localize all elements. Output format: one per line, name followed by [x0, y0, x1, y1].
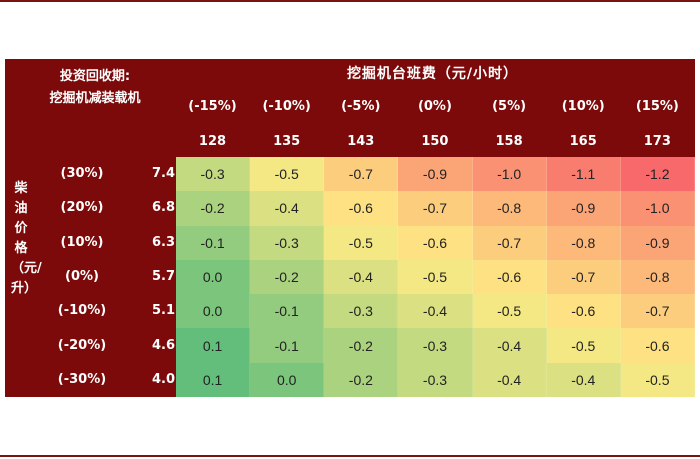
row-pct-label: (-10%) [57, 303, 107, 319]
heatmap-cell: -0.6 [620, 328, 695, 363]
heatmap-cell: 0.1 [176, 362, 251, 397]
heatmap-cell: -0.5 [324, 225, 399, 260]
row-value-label: 5.7 [151, 269, 175, 284]
heatmap-cell: -0.2 [324, 362, 399, 397]
diesel-axis-label: 柴油价格（元/升） [11, 181, 42, 296]
corner-line-2: 挖掘机减装载机 [49, 91, 141, 106]
heatmap-cell: -0.7 [546, 259, 621, 295]
sensitivity-table: 投资回收期: 挖掘机减装载机 挖掘机台班费（元/小时） (-15%) 128 (-1… [5, 59, 695, 397]
column-value-label: 135 [273, 134, 301, 149]
heatmap-cell: -0.8 [620, 259, 695, 295]
heatmap-cell: -0.7 [398, 191, 473, 226]
column-value-label: 150 [421, 134, 449, 149]
heatmap-cell: -1.2 [620, 157, 695, 192]
heatmap-cell: -0.3 [250, 225, 325, 260]
heatmap-cell: -0.1 [250, 294, 325, 329]
heatmap-cell: -0.3 [324, 294, 399, 329]
column-value-label: 143 [347, 134, 375, 149]
cost-axis-title: 挖掘机台班费（元/小时） [346, 66, 519, 82]
heatmap-cell: -0.4 [324, 259, 399, 295]
heatmap-cell: -0.1 [176, 225, 251, 260]
column-value-label: 158 [495, 134, 523, 149]
heatmap-cell: -0.4 [472, 328, 547, 363]
corner-line-1: 投资回收期: [59, 69, 131, 84]
row-pct-label: (-30%) [57, 371, 107, 387]
heatmap-cell: -0.7 [472, 225, 547, 260]
heatmap-cell: -0.4 [398, 294, 473, 329]
row-pct-label: (10%) [60, 234, 104, 250]
heatmap-cell: 0.0 [176, 294, 251, 329]
heatmap-cell: -0.9 [620, 225, 695, 260]
heatmap-cell: -0.4 [250, 191, 325, 226]
heatmap-cell: -0.9 [546, 191, 621, 226]
heatmap-grid: -0.3 -0.5 -0.7 -0.9 -1.0 -1.1 -1.2 -0.2 -0.4 -0.6… [176, 157, 695, 397]
heatmap-cell: -1.0 [472, 157, 547, 192]
heatmap-cell: -0.1 [250, 328, 325, 363]
row-value-label: 6.8 [151, 200, 175, 216]
column-value-label: 173 [643, 134, 671, 149]
corner-header: 投资回收期: 挖掘机减装载机 [20, 66, 170, 110]
heatmap-cell: -0.3 [176, 157, 251, 192]
column-pct-label: (5%) [492, 99, 527, 114]
top-rule [0, 0, 700, 2]
column-pct-label: (-15%) [188, 99, 237, 114]
heatmap-cell: -0.6 [324, 191, 399, 226]
row-value-label: 4.0 [151, 371, 175, 387]
row-pct-label: (-20%) [57, 337, 107, 353]
heatmap-cell: -0.6 [546, 294, 621, 329]
heatmap-cell: -0.8 [472, 191, 547, 226]
column-pct-label: (-10%) [262, 99, 311, 114]
row-value-label: 4.6 [151, 337, 175, 353]
heatmap-cell: -0.8 [546, 225, 621, 260]
heatmap-cell: -0.5 [620, 362, 695, 397]
row-value-label: 7.4 [151, 166, 175, 182]
heatmap-cell: -0.5 [472, 294, 547, 329]
row-pct-label: (0%) [65, 269, 99, 284]
heatmap-cell: -0.7 [324, 157, 399, 192]
heatmap-cell: -0.9 [398, 157, 473, 192]
heatmap-cell: -1.1 [546, 157, 621, 192]
row-value-label: 6.3 [151, 234, 175, 250]
row-value-label: 5.1 [151, 303, 175, 319]
heatmap-cell: -0.4 [546, 362, 621, 397]
heatmap-cell: -0.3 [398, 328, 473, 363]
heatmap-cell: -0.5 [250, 157, 325, 192]
heatmap-cell: 0.0 [250, 362, 325, 397]
column-pct-label: (15%) [635, 99, 679, 114]
column-pct-label: (10%) [561, 99, 605, 114]
column-pct-label: (-5%) [341, 99, 381, 114]
column-value-label: 165 [569, 134, 597, 149]
row-pct-label: (30%) [60, 166, 104, 182]
heatmap-cell: 0.1 [176, 328, 251, 363]
heatmap-cell: -0.6 [398, 225, 473, 260]
heatmap-cell: -0.4 [472, 362, 547, 397]
heatmap-cell: 0.0 [176, 259, 251, 295]
heatmap-cell: -0.3 [398, 362, 473, 397]
heatmap-cell: -0.5 [398, 259, 473, 295]
heatmap-cell: -0.7 [620, 294, 695, 329]
heatmap-cell: -0.2 [324, 328, 399, 363]
heatmap-cell: -1.0 [620, 191, 695, 226]
column-value-label: 128 [198, 134, 227, 149]
heatmap-cell: -0.5 [546, 328, 621, 363]
row-pct-label: (20%) [60, 200, 104, 216]
heatmap-cell: -0.6 [472, 259, 547, 295]
column-pct-label: (0%) [417, 99, 452, 114]
bottom-rule [0, 455, 700, 457]
heatmap-cell: -0.2 [176, 191, 251, 226]
heatmap-cell: -0.2 [250, 259, 325, 295]
